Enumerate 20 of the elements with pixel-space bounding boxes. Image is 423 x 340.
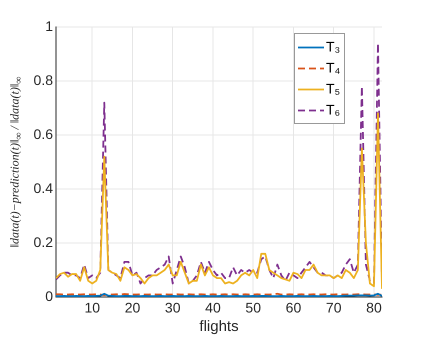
y-tick-label: 0.8	[34, 72, 54, 88]
x-tick-label: 30	[164, 299, 181, 316]
x-tick-label: 80	[366, 299, 382, 316]
y-tick-label: 0.4	[34, 180, 54, 196]
x-tick-label: 40	[205, 299, 221, 316]
x-tick-label: 70	[326, 299, 342, 316]
legend-label: T₃	[326, 38, 340, 54]
legend-label: T₄	[326, 59, 341, 76]
x-tick-label: 60	[286, 299, 302, 316]
x-tick-label: 10	[84, 299, 100, 316]
y-tick-label: 0	[45, 288, 54, 304]
x-tick-label: 50	[245, 299, 262, 316]
y-tick-label: 1	[45, 18, 54, 34]
y-tick-label: 0.6	[34, 126, 54, 142]
y-tick-label: 0.2	[34, 234, 54, 250]
line-series	[56, 42, 382, 284]
legend-label: T₆	[326, 101, 340, 118]
legend-label: T₅	[326, 80, 340, 96]
x-axis-title: flights	[199, 318, 239, 336]
x-tick-label: 20	[124, 299, 140, 316]
